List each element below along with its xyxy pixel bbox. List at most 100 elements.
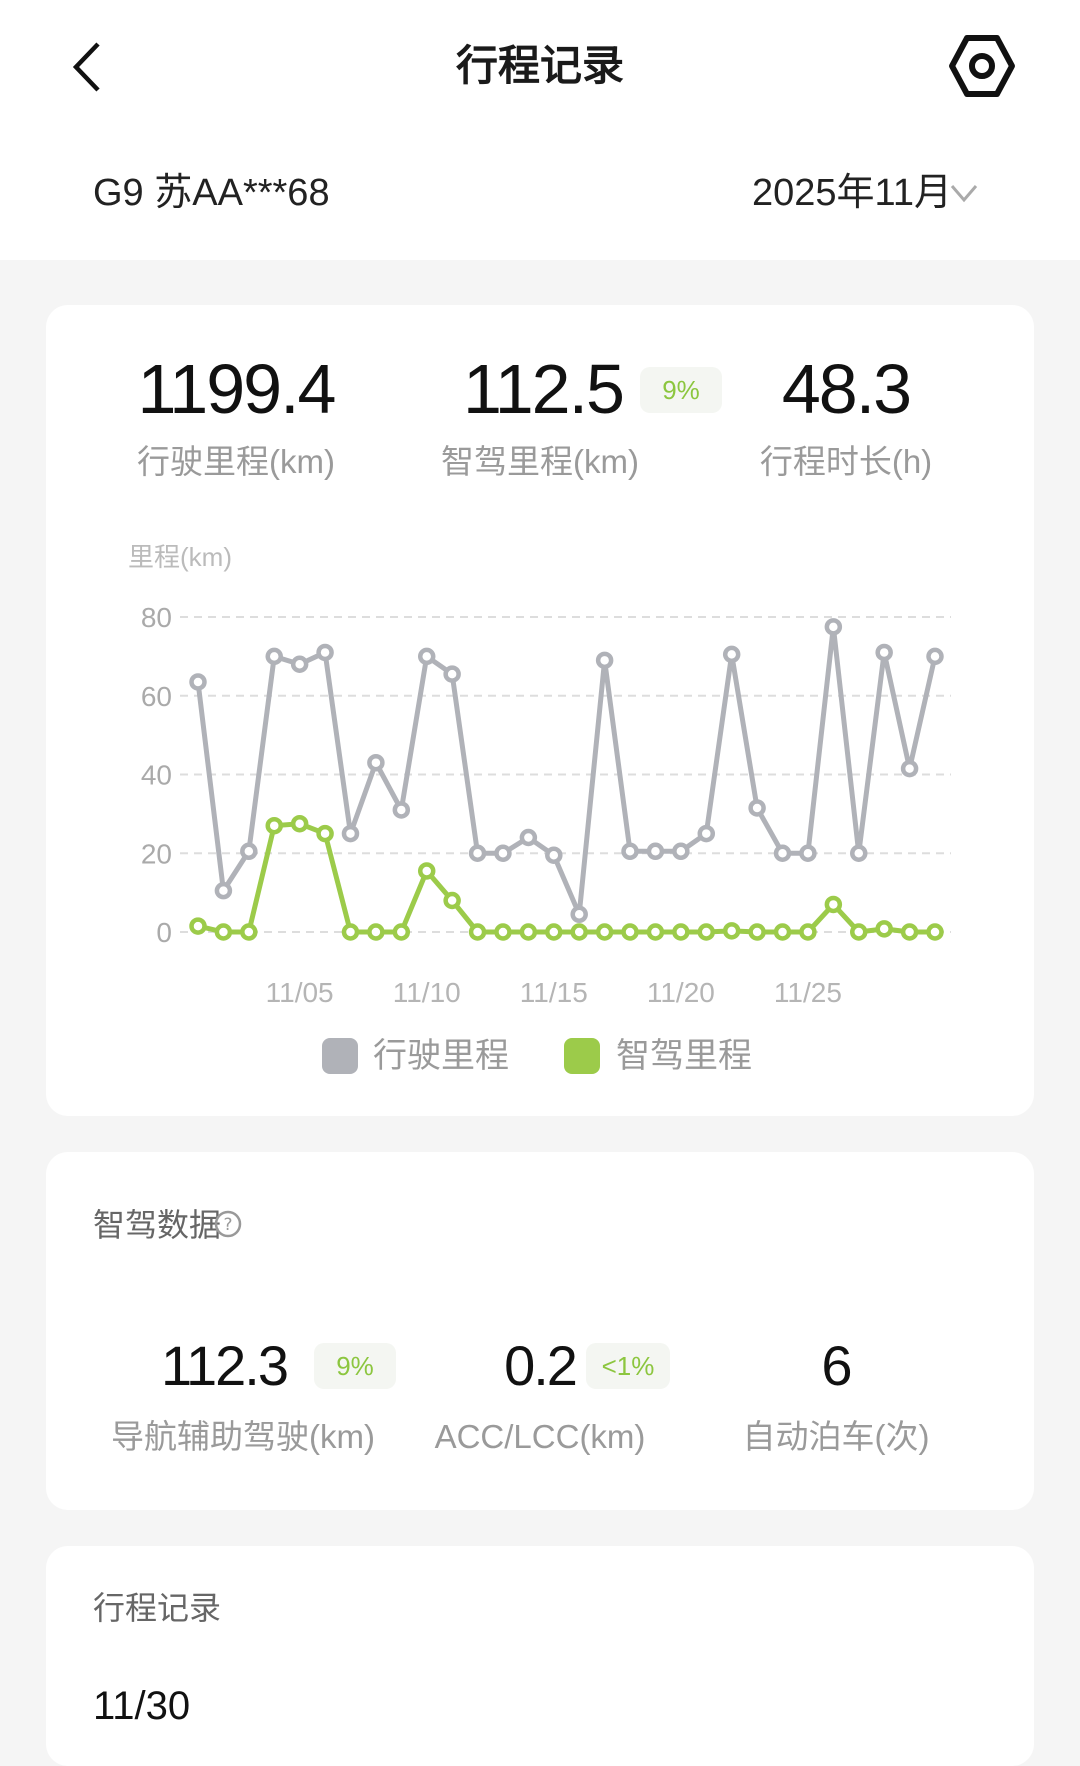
x-tick-label: 11/25 [774,977,842,1008]
data-point [697,824,716,843]
acc-lcc-label: ACC/LCC(km) [434,1418,646,1455]
mileage-line-chart: 0 20 40 60 80 11/05 11/10 11/15 11/20 11/25 [141,602,951,1008]
data-point [265,816,283,835]
data-point [545,846,563,864]
data-point [316,824,334,843]
svg-text:?: ? [223,1215,232,1235]
top-bar: 行程记录 G9 苏AA***68 2025年11月 [0,0,1080,260]
trip-records-card: 行程记录 11/30 [46,1546,1034,1766]
data-point [570,923,588,941]
data-point [850,923,868,941]
data-point [290,814,309,833]
smart-data-card: 智驾数据 ? 112.3 9% 导航辅助驾驶(km) 0.2 <1% ACC/L… [46,1152,1034,1510]
question-circle-icon[interactable]: ? [213,1209,243,1239]
trip-records-title: 行程记录 [93,1590,222,1626]
data-point [697,923,716,941]
data-point [545,923,563,941]
y-tick-label: 60 [141,681,172,712]
nav-assist-value: 112.3 [161,1334,289,1397]
smart-distance-value: 112.5 [463,350,625,428]
data-point [443,665,461,683]
data-point [468,844,487,862]
data-point [240,842,258,861]
legend-smart[interactable]: 智驾里程 [616,1037,752,1075]
data-point [926,647,944,666]
trip-date[interactable]: 11/30 [93,1684,191,1728]
data-point [392,801,411,819]
smart-distance-percent-badge: 9% [640,367,722,413]
nav-assist-badge: 9% [314,1343,396,1389]
data-point [392,923,411,941]
data-point [367,923,385,941]
data-point [824,618,843,636]
data-point [494,923,512,941]
series-line-smart [197,821,935,935]
data-point [900,759,919,778]
acc-lcc-value: 0.2 [504,1334,578,1397]
data-point [799,923,817,941]
data-point [519,923,538,941]
data-point [621,923,639,941]
x-tick-label: 11/10 [393,977,461,1008]
acc-lcc-badge: <1% [586,1343,670,1389]
data-point [799,844,817,862]
data-point [214,923,233,941]
data-point [773,844,792,862]
data-point [189,917,207,935]
y-tick-label: 20 [141,838,172,869]
data-point [672,923,690,941]
data-point [417,647,436,666]
data-point [722,645,741,664]
y-tick-label: 0 [156,917,172,948]
legend-swatch-smart [564,1038,600,1074]
data-point [621,842,639,861]
auto-parking-label: 自动泊车(次) [742,1418,930,1455]
data-point [290,655,309,673]
data-point [341,923,360,941]
x-tick-label: 11/20 [647,977,715,1008]
data-point [748,799,766,817]
drive-distance-label: 行驶里程(km) [137,443,335,480]
data-point [265,647,283,666]
auto-parking-value: 6 [821,1334,852,1397]
page-title: 行程记录 [455,42,624,89]
summary-card: 1199.4 行驶里程(km) 112.5 9% 智驾里程(km) 48.3 行… [46,305,1034,1116]
y-axis-label: 里程(km) [128,542,232,572]
x-tick-label: 11/15 [520,977,588,1008]
data-point [468,923,487,941]
drive-distance-value: 1199.4 [137,350,337,428]
legend-swatch-drive [322,1038,358,1074]
data-point [824,895,843,914]
y-tick-label: 80 [141,602,172,633]
settings-hexagon-icon[interactable] [948,32,1016,100]
data-point [926,923,944,941]
back-chevron-left-icon[interactable] [66,38,116,96]
data-point [595,923,614,941]
data-point [646,842,665,861]
data-point [646,923,665,941]
data-point [443,891,461,910]
data-point [570,905,588,924]
data-point [595,651,614,670]
data-point [748,923,766,941]
data-point [316,643,334,662]
data-point [722,922,741,940]
series-line-drive [195,624,938,917]
legend-drive[interactable]: 行驶里程 [373,1037,509,1075]
data-point [494,844,512,862]
data-point [850,844,868,862]
vehicle-name[interactable]: G9 苏AA***68 [93,172,330,214]
nav-assist-label: 导航辅助驾驶(km) [111,1418,375,1455]
y-tick-label: 40 [141,760,172,791]
smart-data-title: 智驾数据 [93,1207,222,1243]
duration-value: 48.3 [781,350,912,428]
data-point [189,673,207,691]
data-point [773,923,792,941]
data-point [367,753,385,772]
data-point [875,920,893,938]
data-point [519,828,538,847]
data-point [341,824,360,843]
month-selector[interactable]: 2025年11月 [752,172,952,214]
chevron-down-icon[interactable] [948,180,980,206]
data-point [240,923,258,941]
